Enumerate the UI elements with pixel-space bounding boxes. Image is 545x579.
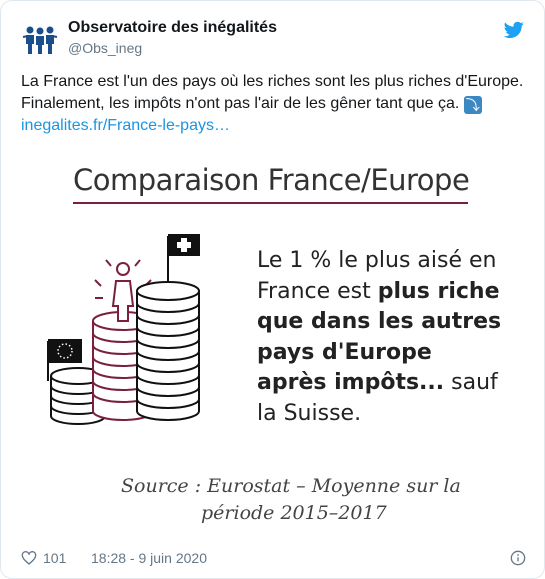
coin-stack-europe (50, 367, 106, 425)
info-icon[interactable] (510, 550, 526, 566)
card-source: Source : Eurostat – Moyenne sur la pério… (121, 473, 521, 527)
tweet-text: La France est l'un des pays où les riche… (21, 71, 526, 137)
tweet-link[interactable]: inegalites.fr/France-le-pays… (21, 117, 230, 134)
coin-stacks-illustration (47, 234, 200, 425)
headline-part-2: sauf la Suisse. (257, 370, 498, 426)
twitter-bird-icon[interactable] (504, 21, 524, 39)
tweet-body: La France est l'un des pays où les riche… (21, 73, 524, 112)
card-headline: Le 1 % le plus aisé en France est plus r… (257, 246, 507, 429)
headline-part-1: Le 1 % le plus aisé en France est (257, 248, 497, 304)
source-line-1: Source : Eurostat – Moyenne sur la (121, 475, 461, 497)
title-underline (73, 202, 468, 204)
coin-stack-switzerland (136, 281, 200, 421)
tweet-footer: 101 18:28 - 9 juin 2020 (21, 549, 526, 569)
source-line-2: période 2015–2017 (201, 502, 387, 524)
eu-flag-icon (47, 339, 82, 381)
swiss-flag-icon (167, 234, 200, 281)
heart-icon[interactable] (21, 550, 37, 566)
like-count[interactable]: 101 (43, 550, 67, 566)
avatar-people-icon[interactable] (21, 21, 59, 59)
account-handle[interactable]: @Obs_ineg (68, 40, 143, 56)
account-name[interactable]: Observatoire des inégalités (68, 19, 277, 36)
tweet-timestamp[interactable]: 18:28 - 9 juin 2020 (91, 550, 207, 566)
card-title: Comparaison France/Europe (73, 163, 470, 197)
arrow-down-emoji-icon: ⤵ (463, 96, 482, 114)
headline-bold: plus riche que dans les autres pays d'Eu… (257, 278, 502, 396)
tweet-image[interactable]: Comparaison France/Europe (21, 151, 526, 541)
